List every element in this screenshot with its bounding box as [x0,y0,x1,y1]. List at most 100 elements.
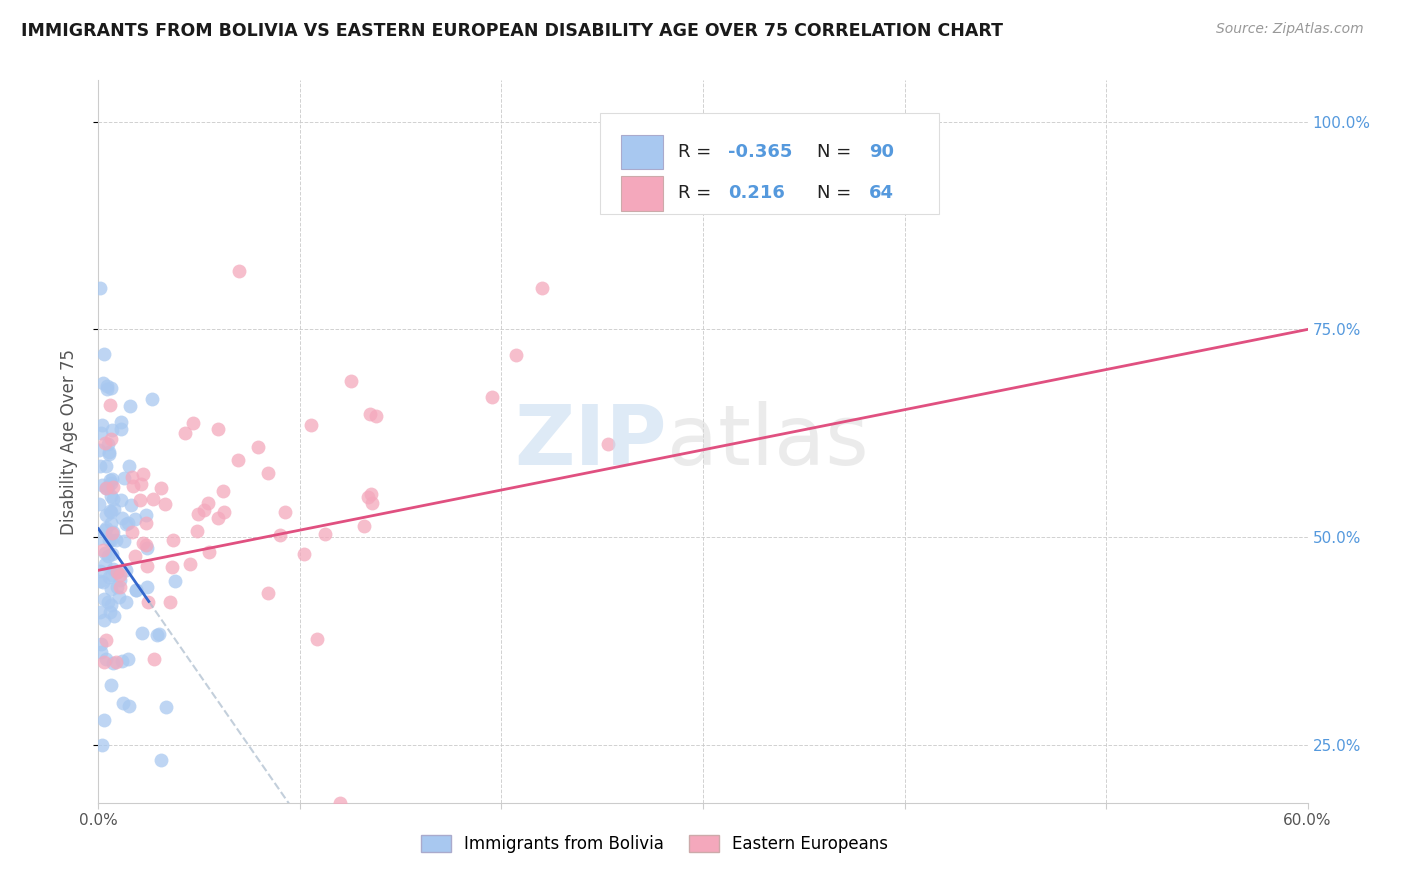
Point [89,532,111,546]
Point [153,496,176,510]
Point [90,637,112,651]
Point [353,519,375,533]
Point [273,505,295,519]
Point [269,528,291,542]
Point [89,565,111,579]
Point [93,613,115,627]
Point [94,523,117,537]
Point [100,380,122,394]
Point [103,524,125,539]
Point [100,678,122,692]
Point [97,595,120,609]
Point [150,753,173,767]
Point [530,281,553,295]
Text: N =: N = [817,143,856,161]
Text: IMMIGRANTS FROM BOLIVIA VS EASTERN EUROPEAN DISABILITY AGE OVER 75 CORRELATION C: IMMIGRANTS FROM BOLIVIA VS EASTERN EUROP… [21,22,1002,40]
Point [100,582,122,597]
Point [94,557,117,571]
Point [89,281,111,295]
Point [101,472,124,486]
Point [305,632,328,646]
Point [93,546,115,560]
Point [121,479,143,493]
Y-axis label: Disability Age Over 75: Disability Age Over 75 [59,349,77,534]
Point [360,496,382,510]
Point [117,516,139,531]
Point [329,796,352,810]
Point [186,524,208,539]
Point [257,586,280,600]
Point [132,536,155,550]
Point [103,562,125,576]
Point [357,490,380,504]
Point [89,497,111,511]
Point [103,491,125,506]
Point [97,480,120,494]
Point [505,348,527,362]
Text: -0.365: -0.365 [728,143,793,161]
Point [165,574,187,588]
Point [193,503,215,517]
Text: R =: R = [678,143,717,161]
Text: Source: ZipAtlas.com: Source: ZipAtlas.com [1216,22,1364,37]
Point [100,516,122,530]
Point [135,580,157,594]
Text: 90: 90 [869,143,894,161]
Point [340,374,363,388]
Point [112,697,135,711]
Point [114,516,136,531]
Point [125,583,148,598]
Point [142,491,165,506]
Point [135,538,157,552]
Point [94,482,117,496]
Bar [621,135,664,169]
Point [120,499,142,513]
Point [100,606,122,620]
Point [207,422,229,436]
Text: 0.216: 0.216 [728,185,786,202]
Point [105,565,128,579]
Point [110,511,132,525]
Point [146,628,169,642]
Point [108,580,131,594]
Point [135,508,157,522]
Point [181,416,204,430]
Point [98,504,121,518]
Point [360,487,382,501]
Point [100,505,122,519]
Point [162,560,184,574]
Point [103,480,125,494]
Point [110,415,132,429]
Point [131,625,153,640]
Point [89,442,111,457]
Point [450,821,472,835]
Point [111,654,134,668]
Point [143,651,166,665]
Point [100,489,122,503]
Point [107,590,129,604]
Point [366,409,388,423]
Text: R =: R = [678,185,717,202]
Point [98,533,121,547]
Point [228,264,250,278]
Point [98,570,121,584]
Point [187,507,209,521]
Point [103,656,125,670]
Point [89,574,111,588]
Point [596,437,619,451]
Point [94,508,117,522]
Point [124,549,146,564]
Point [94,459,117,474]
Point [91,575,114,590]
Point [93,713,115,727]
Text: 64: 64 [869,185,894,202]
Point [115,595,138,609]
Point [91,376,114,391]
Point [97,549,120,563]
Point [96,382,118,396]
Point [94,481,117,495]
Point [197,496,219,510]
Point [112,534,135,549]
Point [159,594,181,608]
Point [612,846,634,860]
